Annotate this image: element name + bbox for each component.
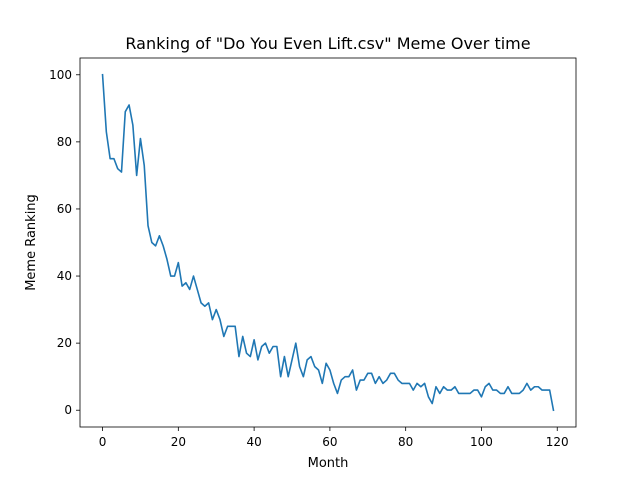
x-tick-label: 80 — [398, 435, 413, 449]
x-axis-label: Month — [308, 456, 349, 471]
y-axis-label: Meme Ranking — [24, 194, 39, 291]
y-tick-label: 0 — [64, 403, 72, 417]
chart-title: Ranking of "Do You Even Lift.csv" Meme O… — [125, 34, 530, 53]
plot-area — [101, 73, 555, 412]
x-tick-label: 20 — [171, 435, 186, 449]
y-axis-ticks: 0 20 40 60 80 100 — [49, 68, 80, 417]
x-tick-label: 100 — [470, 435, 493, 449]
plot-frame — [79, 57, 577, 428]
y-tick-label: 100 — [49, 68, 72, 82]
y-tick-label: 80 — [57, 135, 72, 149]
x-tick-label: 40 — [246, 435, 261, 449]
x-axis-ticks: 0 20 40 60 80 100 120 — [99, 427, 569, 449]
y-tick-label: 60 — [57, 202, 72, 216]
x-tick-label: 0 — [99, 435, 107, 449]
x-tick-label: 120 — [546, 435, 569, 449]
series-line — [101, 73, 555, 412]
y-tick-label: 40 — [57, 269, 72, 283]
x-tick-label: 60 — [322, 435, 337, 449]
y-tick-label: 20 — [57, 336, 72, 350]
